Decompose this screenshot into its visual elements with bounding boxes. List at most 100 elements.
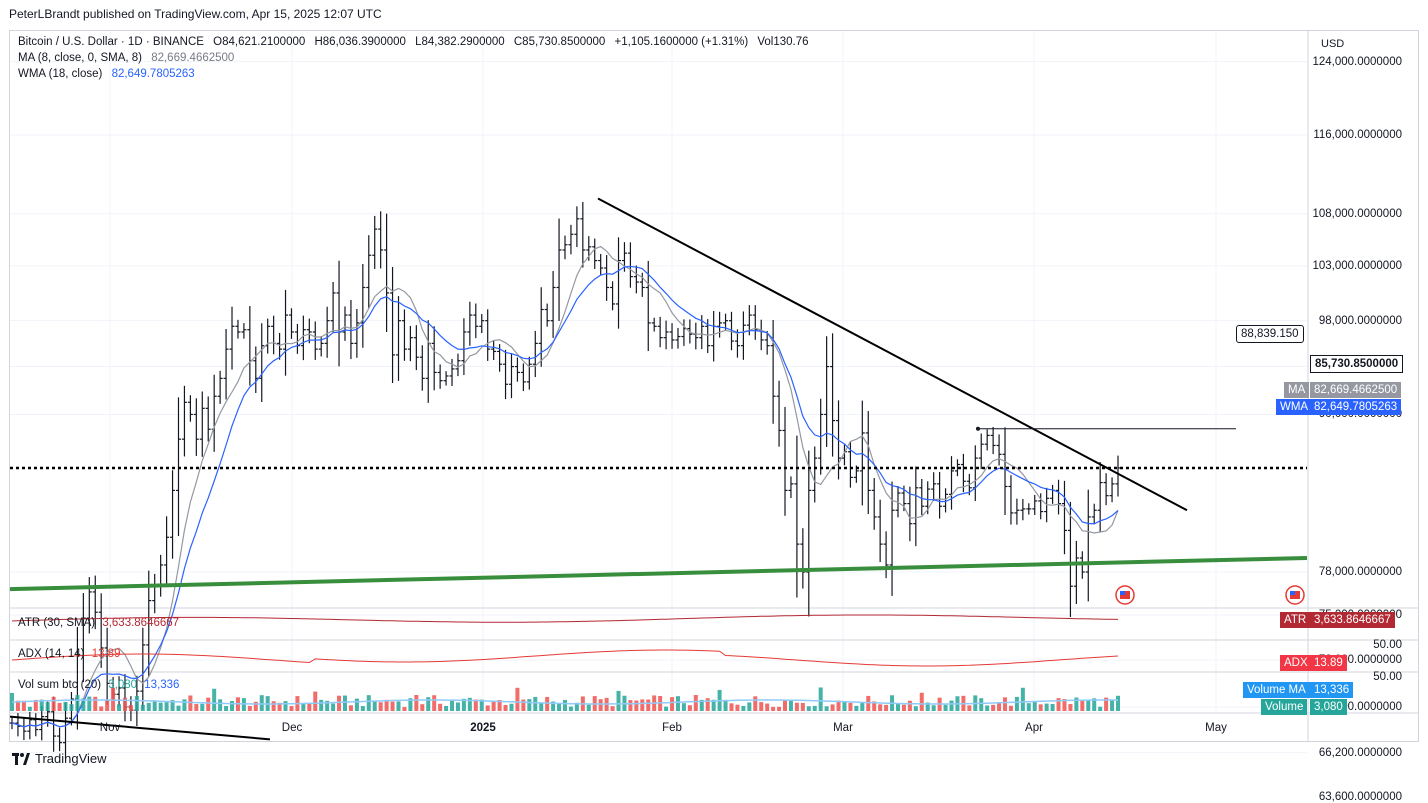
trend-drawings [9,197,1308,741]
volume-bar [818,687,823,711]
ohlc-bar [717,311,723,338]
ohlc-bar [277,332,283,360]
early-trendline [9,715,271,741]
symbol-name: Bitcoin / U.S. Dollar · 1D · BINANCE [18,36,204,48]
ohlc-bar [229,306,235,370]
ohlc-bar [57,727,63,752]
volume-bar [414,695,419,711]
volume-bar [1074,697,1079,711]
volume-bar [1044,703,1049,711]
volume-bar [420,704,425,711]
ohlc-bar [734,329,740,358]
volume-bar [307,702,312,711]
adx-value: 13.89 [91,648,121,660]
volume-bar [99,706,104,711]
volume-bar [794,702,799,711]
ohlc-bar [425,320,431,403]
volume-bar [170,700,175,711]
volume-bar [396,701,401,711]
volume-bar [765,703,770,711]
ohlc-bar [241,323,247,339]
volume-bar [646,699,651,711]
wma-legend[interactable]: WMA (18, close) 82,649.7805263 [18,68,195,80]
ohlc-bar [580,201,586,268]
price-chart[interactable] [0,0,1428,777]
volume-bar [128,705,133,711]
volume-last: 3,080 [108,679,138,691]
volume-bar [574,702,579,711]
volume-bar [1003,697,1008,711]
ohlc-bar [919,479,925,516]
ohlc-bar [978,433,984,470]
support-trendline [9,555,1308,592]
volume-bar [206,697,211,711]
volume-bar [557,703,562,711]
price-tick-label: 78,000.0000000 [1318,565,1402,578]
ohlc-bar [526,356,532,390]
volume-bar [1092,698,1097,711]
volume-bar [152,700,157,711]
ma-value: 82,669.4662500 [151,52,235,64]
ohlc-bar [758,319,764,351]
volume-bar [610,706,615,711]
volume-bar [283,701,288,711]
ohlc-bar [324,306,330,358]
volume-bar [515,687,520,711]
volume-bar [670,697,675,711]
volume-bar [444,705,449,711]
ma-axis-name: MA [1284,382,1310,398]
volume-bar [63,701,68,711]
volume-bar [438,703,443,711]
ohlc-bar [1115,455,1121,497]
volume-bar [289,706,294,711]
volume-bar [342,695,347,711]
price-tick-label: 116,000.0000000 [1313,129,1402,142]
ohlc-bar [479,314,485,334]
ohlc-bar [675,327,681,349]
volume-bar [753,696,758,711]
volume-bar [854,705,859,711]
ohlc-bar [532,330,538,378]
open-value: O84,621.2100000 [213,36,306,48]
ma-legend[interactable]: MA (8, close, 0, SMA, 8) 82,669.4662500 [18,52,234,64]
volume-bar [45,702,50,711]
atr-legend[interactable]: ATR (30, SMA) 3,633.8646667 [18,617,179,629]
volume-bar [497,700,502,711]
ohlc-bar [140,627,146,710]
volume-bar [640,699,645,711]
volume-bar [1068,704,1073,711]
ohlc-bar [1020,498,1026,521]
volume-bar [467,697,472,711]
adx-axis-name: ADX [1280,655,1312,671]
ohlc-bar [80,593,86,683]
volume-bar [455,702,460,711]
volume-bar [1026,703,1031,711]
adx-legend[interactable]: ADX (14, 14) 13.89 [18,648,120,660]
ohlc-bar [788,476,794,498]
tradingview-brand: TradingView [35,751,107,766]
volume-bar [1062,699,1067,711]
ohlc-bar [187,395,193,422]
ohlc-bar [574,206,580,248]
ohlc-bar [1091,503,1097,524]
tradingview-logo[interactable]: TradingView [12,751,107,766]
ohlc-bar [538,287,544,367]
currency-label[interactable]: USD [1321,38,1345,50]
volume-bar [491,701,496,711]
ohlc-bar [806,450,812,617]
volume-bar [509,703,514,711]
volume-bar [200,703,205,711]
volume-bar [777,706,782,711]
ohlc-bar [175,397,181,537]
ohlc-bar [508,353,514,399]
ohlc-bar [473,303,479,339]
ohlc-bar [1002,427,1008,516]
adx-line [11,649,1119,667]
last-price-flag: 85,730.8500000 [1310,355,1404,373]
price-tick-label: 103,000.0000000 [1312,259,1402,272]
price-tick-label: 108,000.0000000 [1312,207,1402,220]
volume-bar [473,699,478,711]
wma-value: 82,649.7805263 [111,68,195,80]
ohlc-bar [354,308,360,358]
volume-legend[interactable]: Vol sum btc (20) 3,080 13,336 [18,679,179,691]
